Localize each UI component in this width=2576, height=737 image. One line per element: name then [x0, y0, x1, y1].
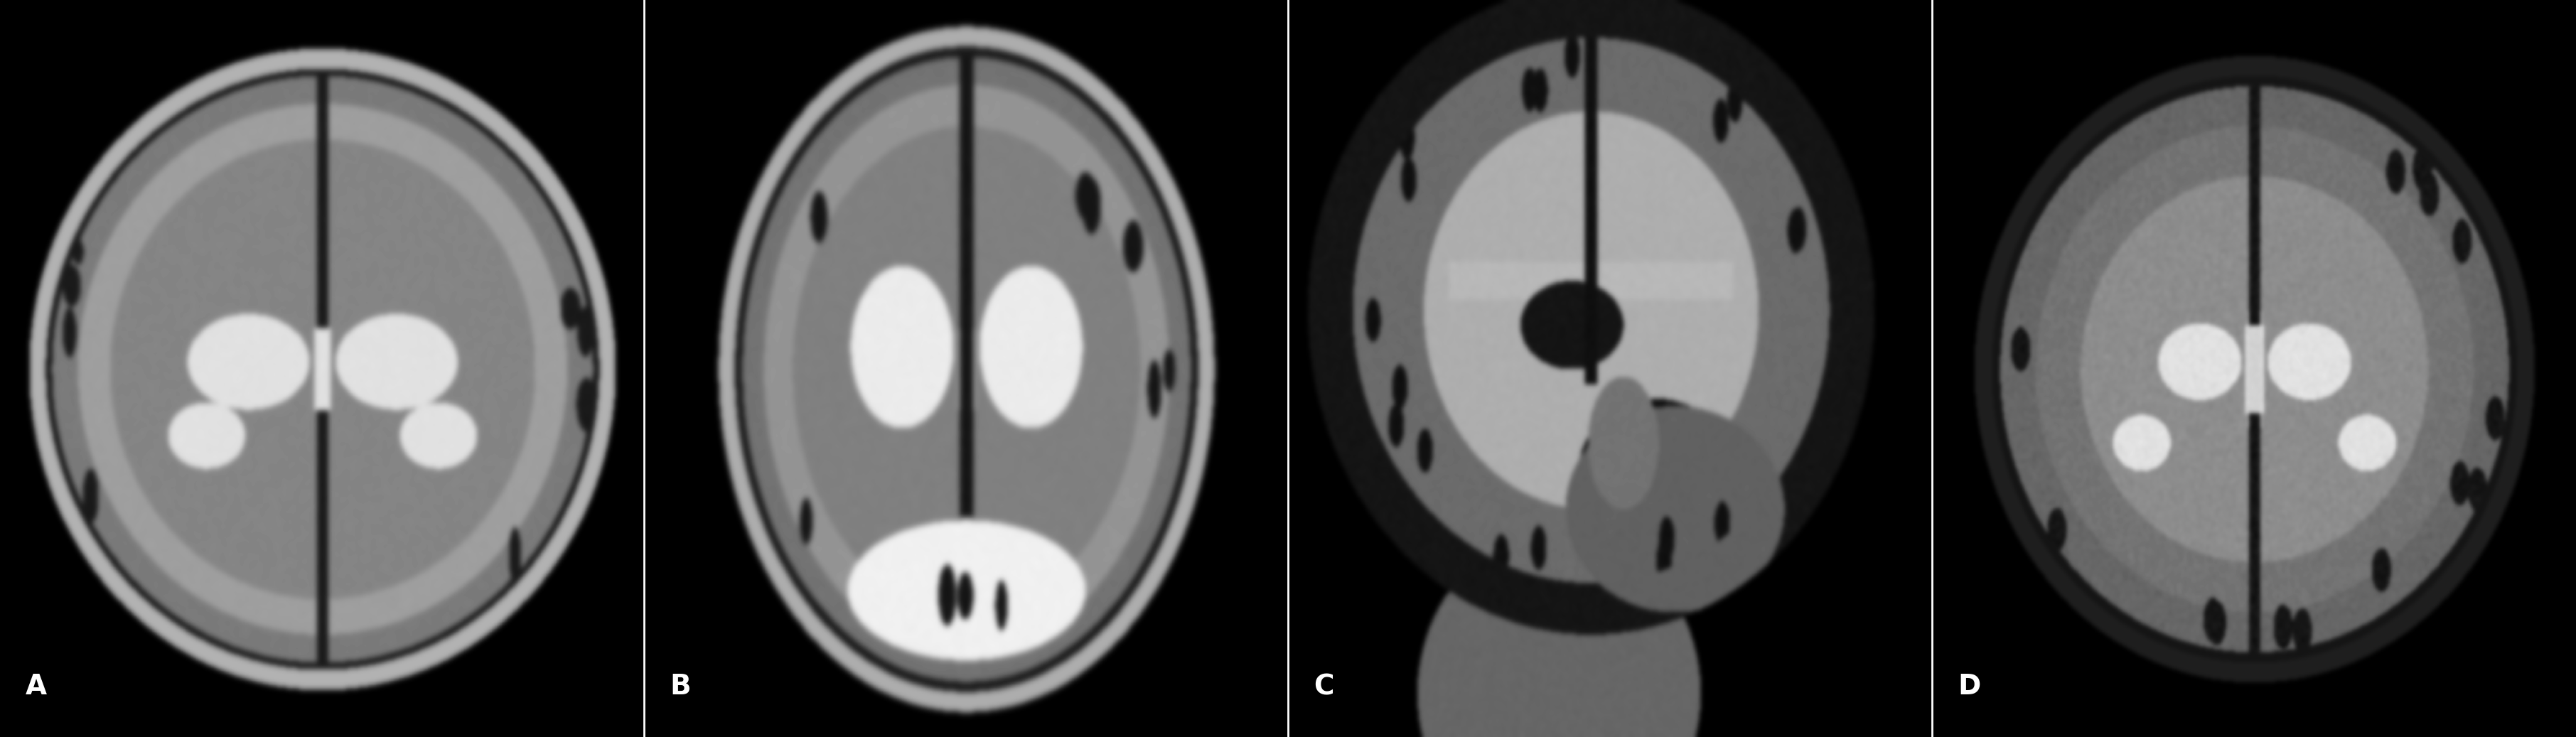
Text: A: A [26, 673, 46, 700]
Text: C: C [1314, 673, 1334, 700]
Text: D: D [1958, 673, 1981, 700]
Text: B: B [670, 673, 690, 700]
